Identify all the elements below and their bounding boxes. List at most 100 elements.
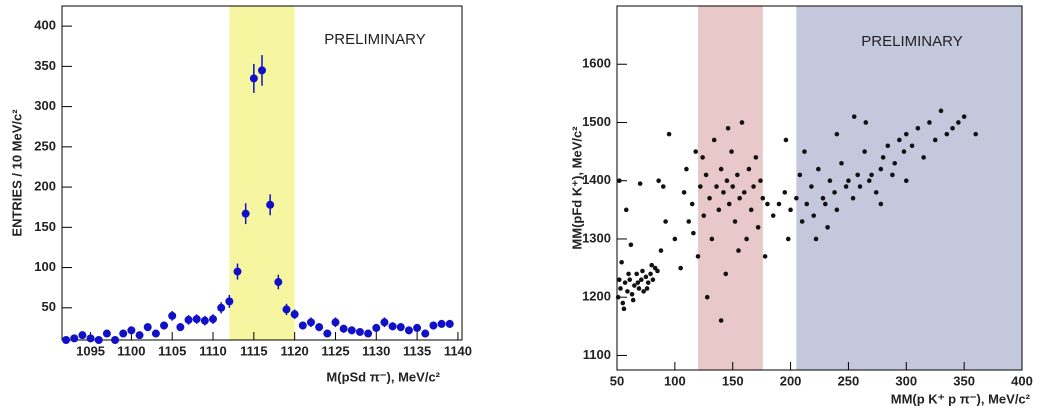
y-tick-label: 100 [34,259,56,274]
scatter-point [755,225,761,230]
scatter-point [921,155,926,160]
x-tick-label: 300 [895,373,917,388]
scatter-point [691,230,696,236]
scatter-point [783,137,789,143]
scatter-point [619,259,624,265]
scatter-point [794,195,799,201]
scatter-point [730,184,736,189]
scatter-point [630,297,636,303]
scatter-point [695,254,701,259]
data-point [94,336,103,344]
scatter-point [627,277,633,283]
x-tick-label: 1115 [240,343,268,358]
data-point [241,209,250,218]
x-tick-label: 1125 [321,343,349,358]
plot-frame [616,5,1023,371]
data-point [306,318,315,327]
scatter-point [797,172,803,178]
scatter-point [762,254,768,259]
scatter-point [950,126,955,131]
data-point [209,315,218,324]
scatter-point [825,225,830,230]
data-point [437,319,446,328]
scatter-point [873,190,879,195]
x-tick-label: 1095 [76,343,105,358]
scatter-point [897,137,902,143]
y-tick-label: 1500 [582,114,611,129]
scatter-point [956,120,961,125]
scatter-point [741,190,747,195]
scatter-point [726,201,732,207]
y-tick-label: 250 [34,138,56,153]
data-point [233,267,242,276]
scatter-point [640,268,645,274]
scatter-point [885,143,891,149]
x-tick-label: 1100 [117,343,145,358]
scatter-point [961,114,967,119]
x-tick-label: 1140 [444,343,472,358]
scatter-point [890,172,895,178]
scatter-point [751,184,756,189]
scatter-point [813,236,819,242]
scatter-point [701,213,707,218]
scatter-point [617,178,622,184]
scatter-point [684,166,689,172]
scatter-point [732,219,738,224]
scatter-point [693,149,698,154]
data-point [429,321,438,330]
data-point [184,315,193,324]
scatter-point [635,280,641,285]
data-point [111,336,120,344]
scatter-point [723,271,729,277]
x-tick-label: 150 [722,373,744,388]
scatter-point [639,277,644,283]
data-point [200,316,209,325]
scatter-point [746,166,752,172]
scatter-point [927,120,932,125]
plot-frame [61,5,463,341]
scatter-point [681,190,687,195]
x-tick-label: 1130 [362,343,390,358]
scatter-point [724,178,730,184]
data-point [135,331,144,340]
scatter-point [855,172,860,178]
data-point [331,318,340,327]
y-tick-label: 1300 [582,230,611,245]
scatter-point [626,271,631,277]
data-point [176,323,185,332]
scatter-point [644,286,650,291]
scatter-point [915,126,921,131]
scatter-point [656,178,661,184]
scatter-point [707,195,712,201]
scatter-point [735,172,740,178]
data-point [355,327,364,336]
scatter-point [718,318,724,323]
data-point [217,303,226,312]
scatter-point [628,242,634,248]
scatter-point [703,172,709,178]
data-point [266,200,275,209]
scatter-point [822,201,828,207]
chart-panel: 1095 1100 1105 1110 1115 1120 1125 1130 1135 1140… [9,5,472,384]
scatter-point [637,181,643,186]
y-tick-label: 1600 [582,56,611,71]
scatter-point [809,184,814,189]
data-point [413,323,422,332]
x-tick-label: 100 [664,373,686,388]
scatter-point [621,306,627,312]
scatter-point [901,149,907,154]
scatter-point [718,166,724,172]
scatter-point [753,155,759,160]
scatter-point [892,160,898,166]
scatter-point [623,207,629,213]
data-point [396,323,405,332]
scatter-point [938,108,944,114]
data-point [347,326,356,335]
scatter-point [714,184,719,189]
data-point [70,334,79,343]
scatter-point [666,131,672,137]
scatter-point [660,184,666,189]
scatter-point [760,195,766,201]
y-axis-label: ENTRIES / 10 MeV/c² [9,109,24,237]
scatter-point [649,262,655,268]
